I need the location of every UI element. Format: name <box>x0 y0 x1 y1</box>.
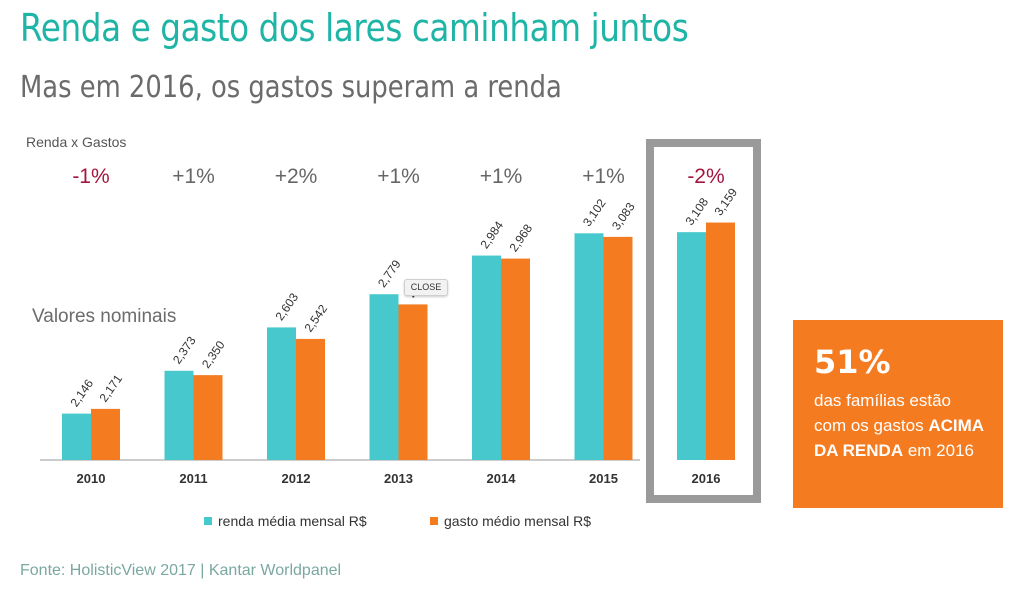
data-label-renda-2012: 2,603 <box>272 290 301 323</box>
data-label-gasto-2010: 2,171 <box>96 372 125 405</box>
x-tick-label-2015: 2015 <box>589 471 618 486</box>
x-tick-label-2014: 2014 <box>487 471 517 486</box>
bar-renda-2016 <box>677 232 706 460</box>
callout-line-2: com os gastos ACIMA <box>814 413 985 438</box>
x-tick-label-2010: 2010 <box>77 471 106 486</box>
x-tick-label-2016: 2016 <box>692 471 721 486</box>
bar-renda-2010 <box>62 413 91 460</box>
data-label-renda-2015: 3,102 <box>580 196 609 229</box>
callout-percent: 51% <box>814 343 891 381</box>
difference-label-2016: -2% <box>687 165 724 188</box>
bar-renda-2015 <box>574 233 604 460</box>
source-footnote: Fonte: HolisticView 2017 | Kantar Worldp… <box>20 562 342 579</box>
chart-title: Renda x Gastos <box>26 134 127 150</box>
data-label-renda-2011: 2,373 <box>170 334 199 367</box>
difference-label-2012: +2% <box>275 165 318 188</box>
x-tick-label-2011: 2011 <box>179 471 207 486</box>
legend-item-renda: renda média mensal R$ <box>204 513 367 529</box>
data-label-renda-2013: 2,779 <box>375 257 404 290</box>
data-label-gasto-2014: 2,968 <box>506 221 535 254</box>
data-label-renda-2010: 2,146 <box>67 376 96 409</box>
legend-label-renda: renda média mensal R$ <box>218 513 367 529</box>
bar-renda-2014 <box>472 255 501 460</box>
legend-label-gasto: gasto médio mensal R$ <box>444 513 592 529</box>
bar-gasto-2010 <box>91 408 120 460</box>
x-tick-label-2012: 2012 <box>282 471 311 486</box>
bar-renda-2013 <box>369 294 399 460</box>
bar-renda-2011 <box>164 370 194 460</box>
callout-text: das famílias estão com os gastos ACIMA D… <box>814 388 985 463</box>
bar-gasto-2014 <box>501 258 530 460</box>
callout-line-2-prefix: com os gastos <box>814 416 924 435</box>
callout-box: 51% das famílias estão com os gastos ACI… <box>793 320 1003 508</box>
bar-renda-2012 <box>267 327 296 460</box>
legend-swatch-gasto <box>430 517 438 525</box>
legend-swatch-renda <box>204 517 212 525</box>
difference-label-2015: +1% <box>582 165 625 188</box>
data-label-gasto-2011: 2,350 <box>199 338 228 371</box>
data-label-gasto-2015: 3,083 <box>609 200 638 233</box>
difference-label-2014: +1% <box>480 165 523 188</box>
callout-line-3: DA RENDA em 2016 <box>814 438 985 463</box>
bar-gasto-2013 <box>398 304 428 460</box>
callout-line-1: das famílias estão <box>814 391 952 410</box>
chart-annotation: Valores nominais <box>32 306 177 327</box>
callout-line-3-suffix: em 2016 <box>907 441 974 460</box>
difference-label-2010: -1% <box>72 165 109 188</box>
highlight-box-2016 <box>646 139 761 503</box>
callout-line-3-strong: DA RENDA <box>814 441 904 460</box>
bar-gasto-2011 <box>193 375 223 460</box>
difference-label-2011: +1% <box>172 165 215 188</box>
page-title: Renda e gasto dos lares caminham juntos <box>20 6 689 50</box>
x-tick-label-2013: 2013 <box>384 471 413 486</box>
data-label-gasto-2012: 2,542 <box>301 302 330 335</box>
bar-gasto-2012 <box>296 338 325 460</box>
difference-label-2013: +1% <box>377 165 420 188</box>
bar-gasto-2015 <box>603 236 633 460</box>
bar-gasto-2016 <box>706 222 735 460</box>
callout-line-2-strong: ACIMA <box>928 416 985 435</box>
data-label-renda-2014: 2,984 <box>477 218 506 251</box>
legend-item-gasto: gasto médio mensal R$ <box>430 513 591 529</box>
page-subtitle: Mas em 2016, os gastos superam a renda <box>20 70 562 105</box>
close-button[interactable]: CLOSE <box>404 279 448 296</box>
